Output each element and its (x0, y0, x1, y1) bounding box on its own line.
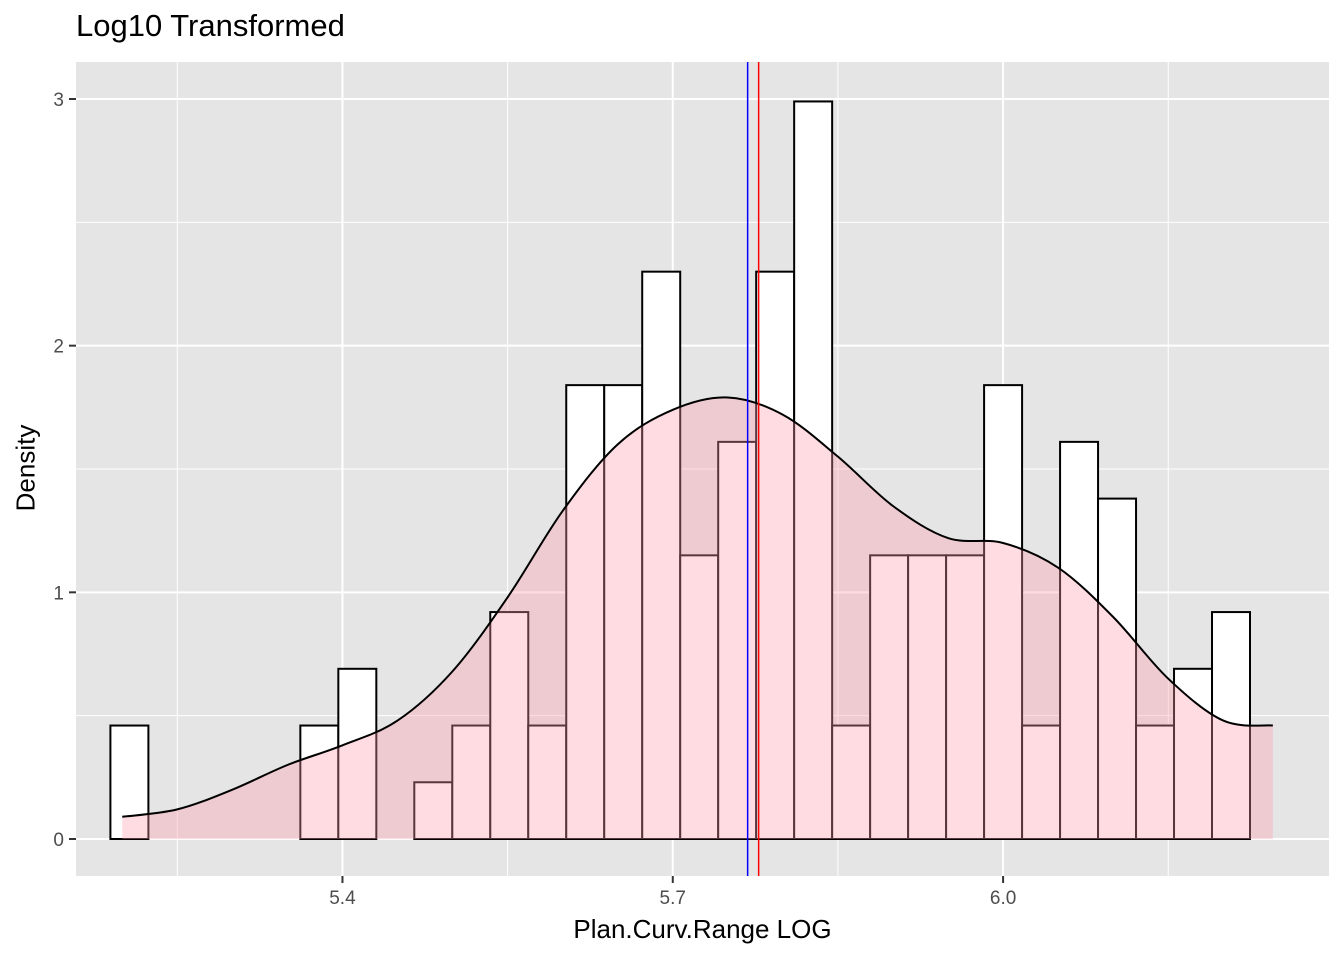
histogram-bar (945, 554, 986, 840)
histogram-bar (1021, 724, 1062, 840)
histogram-bar (641, 270, 682, 840)
histogram-bar (679, 554, 720, 840)
y-tick-label: 0 (53, 830, 64, 851)
y-tick-label: 1 (53, 583, 64, 604)
y-tick-label: 3 (53, 90, 64, 111)
density-area (122, 397, 1273, 839)
density-line (122, 396, 1273, 818)
histogram-bar (337, 667, 378, 840)
y-axis-label: Density (10, 424, 41, 512)
x-tick-label: 5.7 (660, 888, 686, 909)
reference-lines (746, 62, 760, 876)
x-axis-label: Plan.Curv.Range LOG (573, 914, 832, 944)
x-axis: 5.4 5.7 6.0 (329, 876, 1016, 909)
histogram-bar (983, 384, 1024, 840)
x-tick-label: 6.0 (990, 888, 1016, 909)
histogram-bar (907, 554, 948, 840)
histogram-bar (109, 724, 150, 840)
histogram-bar (755, 270, 796, 840)
chart-title: Log10 Transformed (76, 8, 345, 43)
y-tick-label: 2 (53, 337, 64, 358)
histogram-bar (1135, 724, 1176, 840)
histogram-bar (1059, 440, 1100, 840)
x-tick-label: 5.4 (329, 888, 356, 909)
histogram-bar (1097, 497, 1138, 840)
histogram-bars (109, 100, 1251, 840)
histogram-bar (565, 384, 606, 840)
histogram-bar (489, 611, 530, 840)
y-axis: 0 1 2 3 (53, 90, 76, 851)
histogram-bar (869, 554, 910, 840)
histogram-bar (299, 724, 340, 840)
histogram-bar (793, 100, 834, 840)
